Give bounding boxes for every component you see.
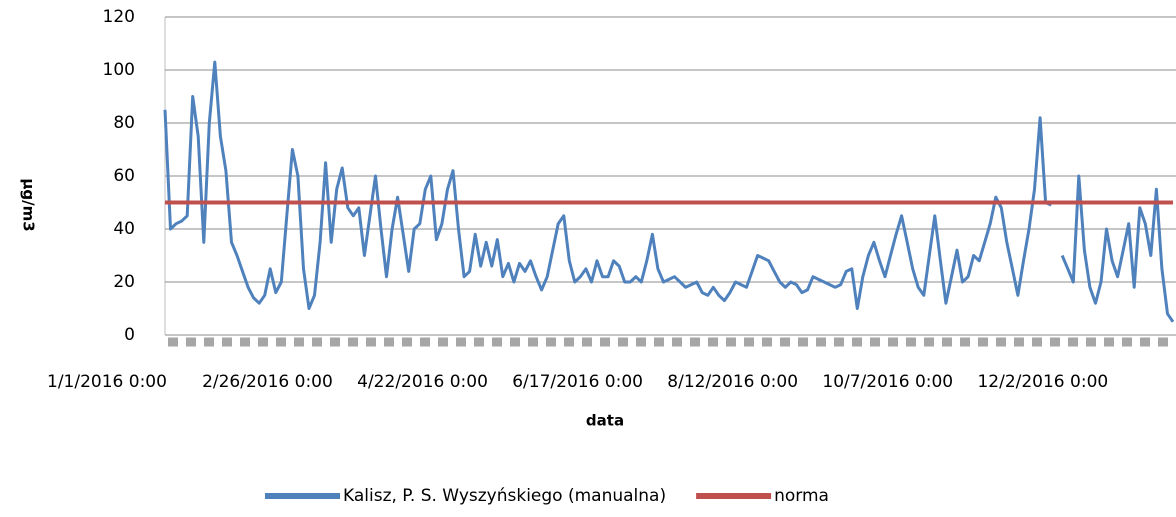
y-tick-label: 40 — [113, 219, 135, 239]
legend-label: Kalisz, P. S. Wyszyńskiego (manualna) — [343, 486, 666, 506]
x-tick-label: 6/17/2016 0:00 — [512, 372, 643, 392]
y-axis-title: µg/m3 — [20, 178, 38, 231]
x-tick-label: 10/7/2016 0:00 — [822, 372, 953, 392]
x-axis-title: data — [586, 412, 624, 430]
y-tick-label: 0 — [124, 325, 135, 345]
y-tick-label: 20 — [113, 272, 135, 292]
y-tick-label: 120 — [103, 7, 135, 27]
y-tick-label: 80 — [113, 113, 135, 133]
x-tick-label: 12/2/2016 0:00 — [977, 372, 1108, 392]
y-tick-label: 100 — [103, 60, 135, 80]
x-tick-label: 2/26/2016 0:00 — [202, 372, 333, 392]
x-tick-label: 4/22/2016 0:00 — [357, 372, 488, 392]
data-line — [163, 60, 1175, 323]
x-tick-label: 8/12/2016 0:00 — [667, 372, 798, 392]
x-tick-label: 1/1/2016 0:00 — [47, 372, 167, 392]
legend-label: norma — [774, 486, 829, 506]
y-tick-label: 60 — [113, 166, 135, 186]
